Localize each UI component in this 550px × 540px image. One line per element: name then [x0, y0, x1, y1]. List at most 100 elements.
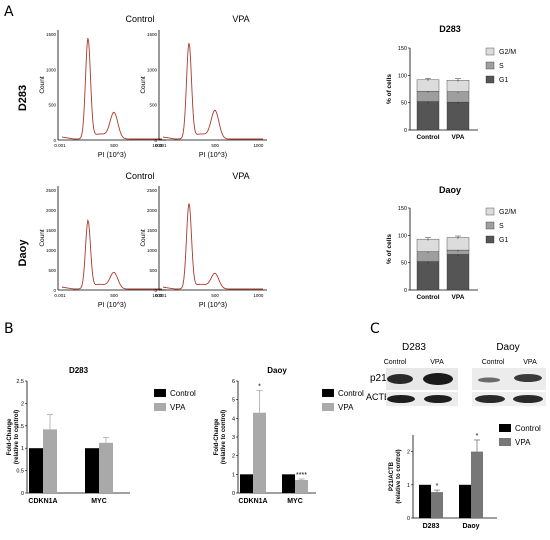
y-tick-label: 1 [21, 446, 24, 452]
legend-label: VPA [170, 403, 186, 412]
blot-cell-line-d283: D283 [402, 342, 426, 353]
histogram-x-tick-label: 0.001 [155, 143, 167, 148]
significance-annotation: * [436, 483, 439, 490]
flow-row-label-daoy: Daoy [17, 239, 29, 267]
y-tick-label: 1 [232, 472, 235, 478]
histogram-y-tick-label: 0 [53, 288, 56, 293]
x-tick-label: CDKN1A [28, 498, 57, 505]
legend-label: S [499, 63, 504, 70]
y-tick-label: 2 [232, 454, 235, 460]
y-tick-label: 1 [407, 483, 410, 489]
y-axis-label: % of cells [386, 234, 393, 264]
blot-lane-label: Control [384, 359, 407, 366]
bar [240, 474, 253, 493]
histogram-y-tick-label: 1000 [46, 248, 57, 253]
histogram-x-tick-label: 500 [110, 143, 118, 148]
y-tick-label: 0 [21, 491, 24, 497]
histogram-y-tick-label: 1500 [147, 228, 158, 233]
histogram-x-tick-label: 500 [110, 293, 118, 298]
y-tick-label: 2 [407, 450, 410, 456]
legend-label: Control [338, 389, 364, 398]
y-tick-label: 1.5 [16, 424, 24, 430]
blot-band [387, 374, 413, 384]
grouped-bar-chart: D283 0 0.5 1 1.5 2 2.5 Fold-Change(relative to … [7, 366, 196, 505]
legend-swatch [485, 61, 495, 70]
y-axis-label-line: (relative to control) [396, 449, 402, 503]
bar [43, 429, 57, 493]
y-axis-label-line: (relative to control) [221, 410, 227, 464]
panel-label-b: B [4, 321, 14, 337]
histogram-y-tick-label: 2500 [147, 188, 158, 193]
x-tick-label: Control [416, 134, 439, 141]
bar-segment [446, 237, 470, 251]
stacked-bar-chart: D283 0 50 100 150 % of cells Control VPA G2/M S G1 [386, 24, 516, 141]
bar-segment [416, 238, 440, 252]
blot-lane-label: Control [482, 359, 505, 366]
histogram-fit-curve [61, 38, 162, 140]
histogram-x-tick-label: 1000 [152, 143, 163, 148]
legend-label: Control [170, 389, 196, 398]
grouped-bar-chart: Daoy 0 1 2 3 4 5 6 Fold-Change(relative to contr… [214, 366, 364, 505]
y-tick-label: 2.5 [16, 379, 24, 385]
histogram-y-tick-label: 1000 [147, 248, 158, 253]
legend-swatch [485, 75, 495, 84]
legend-swatch [499, 424, 511, 432]
blot-band [423, 373, 453, 385]
blot-row-label-actb: ACTB [366, 392, 390, 402]
histogram-x-tick-label: 500 [211, 143, 219, 148]
bar-segment [416, 101, 440, 131]
panel-label-c: C [370, 321, 380, 337]
bar [29, 448, 43, 493]
legend-label: VPA [338, 403, 354, 412]
bar [282, 474, 295, 493]
bar [295, 479, 308, 493]
bar [431, 492, 443, 518]
legend-label: S [499, 223, 504, 230]
x-tick-label: Daoy [462, 523, 479, 530]
legend-swatch [499, 438, 511, 446]
legend-label: G1 [499, 237, 508, 244]
blot-row-label-p21: p21 [370, 373, 387, 384]
legend-swatch [322, 389, 334, 397]
flow-col-title-vpa: VPA [232, 14, 249, 24]
histogram-y-tick-label: 1500 [46, 32, 57, 37]
histogram-y-tick-label: 1000 [46, 67, 57, 72]
histogram-curve [61, 37, 162, 140]
histogram-x-tick-label: 500 [211, 293, 219, 298]
blot-lane-label: VPA [523, 359, 537, 366]
panel-label-a: A [4, 4, 14, 20]
flow-col-title-control-daoy: Control [125, 171, 154, 181]
chart-title: Daoy [439, 185, 461, 195]
bar [419, 484, 431, 518]
histogram-x-tick-label: 0.001 [155, 293, 167, 298]
y-axis-label: Fold-Change(relative to control) [7, 410, 20, 464]
x-tick-label: MYC [287, 498, 303, 505]
chart-title: D283 [69, 366, 89, 375]
legend-label: G1 [499, 77, 508, 84]
blot-band [514, 374, 542, 382]
histogram-x-tick-label: 1000 [253, 143, 264, 148]
histogram-y-tick-label: 500 [149, 268, 157, 273]
y-tick-label: 0.5 [16, 469, 24, 475]
histogram-y-tick-label: 500 [48, 103, 56, 108]
histogram-y-tick-label: 0 [154, 138, 157, 143]
y-tick-label: 100 [398, 73, 407, 79]
x-tick-label: Control [416, 294, 439, 301]
histogram-y-tick-label: 500 [48, 268, 56, 273]
blot-strip-p21-daoy [472, 368, 546, 390]
histogram-y-tick-label: 2000 [147, 208, 158, 213]
y-tick-label: 2 [21, 401, 24, 407]
flow-row-label-d283: D283 [17, 85, 29, 111]
y-tick-label: 0 [404, 288, 407, 294]
y-axis-label: Fold-Change(relative to control) [214, 410, 227, 464]
y-tick-label: 50 [401, 101, 407, 107]
histogram-y-label: Count [39, 229, 46, 247]
y-tick-label: 150 [398, 46, 407, 52]
histogram-y-tick-label: 0 [53, 138, 56, 143]
legend-swatch [485, 47, 495, 56]
blot-lane-label: VPA [430, 359, 444, 366]
x-tick-label: VPA [452, 134, 465, 141]
bar-segment [416, 261, 440, 291]
